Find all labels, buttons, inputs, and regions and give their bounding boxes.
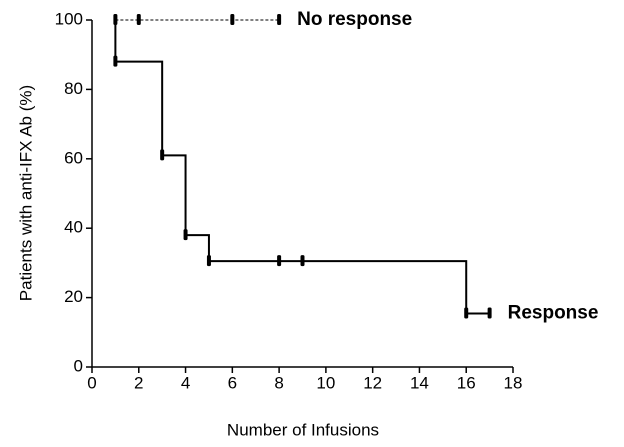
x-tick-label: 10 bbox=[316, 373, 335, 392]
censor-mark bbox=[230, 14, 235, 25]
censor-mark bbox=[136, 14, 141, 25]
series-label: No response bbox=[297, 9, 412, 30]
x-tick-label: 12 bbox=[363, 373, 382, 392]
x-tick-label: 18 bbox=[504, 373, 523, 392]
y-tick-label: 40 bbox=[64, 218, 83, 237]
y-axis-title: Patients with anti-IFX Ab (%) bbox=[16, 85, 35, 301]
censor-mark bbox=[300, 255, 305, 267]
y-tick-label: 100 bbox=[55, 9, 83, 28]
x-tick-label: 2 bbox=[134, 373, 143, 392]
censor-mark bbox=[183, 229, 188, 241]
x-axis-title: Number of Infusions bbox=[227, 420, 379, 439]
censor-mark bbox=[487, 307, 492, 319]
y-tick-label: 0 bbox=[74, 356, 83, 375]
censor-mark bbox=[160, 149, 165, 161]
x-tick-label: 6 bbox=[228, 373, 237, 392]
step-line bbox=[114, 20, 490, 315]
x-tick-label: 8 bbox=[274, 373, 283, 392]
censor-mark bbox=[277, 255, 282, 267]
y-tick-label: 20 bbox=[64, 287, 83, 306]
series-label: Response bbox=[508, 303, 599, 324]
y-tick-label: 60 bbox=[64, 148, 83, 167]
x-tick-label: 0 bbox=[87, 373, 96, 392]
x-tick-label: 4 bbox=[181, 373, 190, 392]
censor-mark bbox=[464, 307, 469, 319]
censor-mark bbox=[113, 55, 118, 67]
x-tick-label: 14 bbox=[410, 373, 429, 392]
y-tick-label: 80 bbox=[64, 79, 83, 98]
censor-mark bbox=[206, 255, 211, 267]
censor-mark bbox=[277, 14, 282, 25]
x-tick-label: 16 bbox=[457, 373, 476, 392]
